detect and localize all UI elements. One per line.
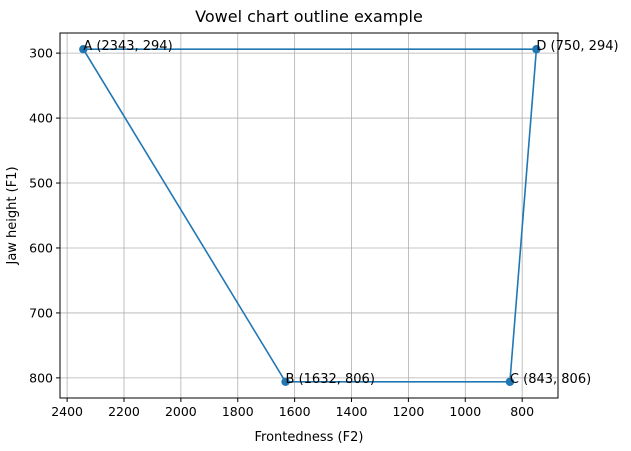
y-tick-label: 300: [29, 46, 53, 61]
x-tick-label: 1400: [336, 404, 368, 419]
x-tick-label: 1000: [449, 404, 481, 419]
series-outline: A (2343, 294) B (1632, 806) C (843, 806) D …: [79, 39, 619, 387]
chart-title: Vowel chart outline example: [195, 7, 423, 26]
y-tick-label: 400: [29, 111, 53, 126]
plot-frame: [59, 32, 559, 399]
data-point-label: A (2343, 294): [83, 39, 172, 54]
data-point: [532, 45, 541, 54]
y-tick-label: 600: [29, 240, 53, 255]
x-axis-label: Frontedness (F2): [255, 430, 364, 445]
x-tick-label: 1800: [222, 404, 254, 419]
x-tick-label: 1200: [392, 404, 424, 419]
data-point-label: C (843, 806): [510, 372, 591, 387]
x-tick-label: 800: [510, 404, 534, 419]
x-tick-label: 2200: [108, 404, 140, 419]
data-point-label: D (750, 294): [536, 39, 618, 54]
y-tick-label: 500: [29, 176, 53, 191]
y-axis-ticks: 300 400 500 600 700 800: [29, 46, 60, 385]
y-axis-label: Jaw height (F1): [5, 166, 20, 265]
grid-lines: [60, 33, 558, 398]
x-tick-label: 1600: [279, 404, 311, 419]
y-tick-label: 700: [29, 305, 53, 320]
data-point: [505, 377, 515, 386]
y-tick-label: 800: [29, 370, 53, 385]
x-tick-label: 2400: [51, 404, 83, 419]
data-point: [281, 377, 290, 386]
data-point-label: B (1632, 806): [286, 372, 375, 387]
x-axis-ticks: 2400 2200 2000 1800 1600 1400 1200 1000 800: [51, 398, 534, 419]
data-point: [79, 45, 88, 54]
x-tick-label: 2000: [165, 404, 197, 419]
